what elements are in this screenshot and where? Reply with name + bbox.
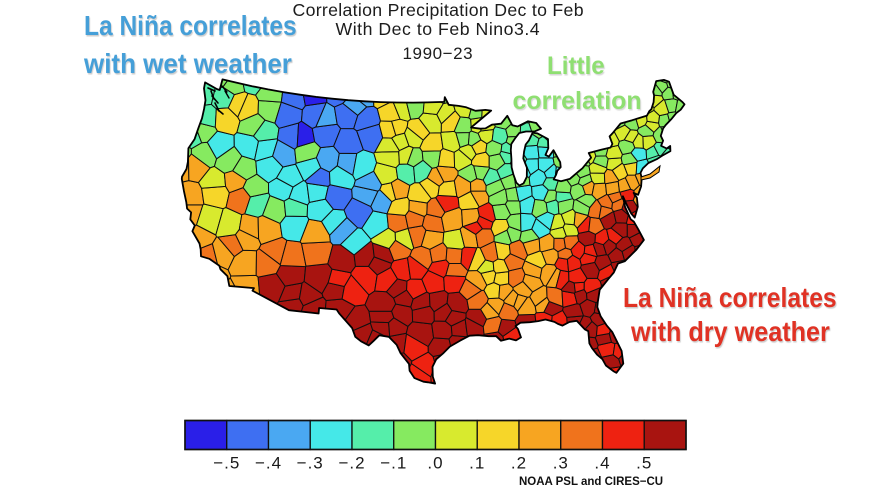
svg-text:−.3: −.3 — [297, 454, 324, 473]
svg-text:.5: .5 — [636, 454, 652, 473]
svg-text:.1: .1 — [469, 454, 485, 473]
svg-text:−.2: −.2 — [338, 454, 365, 473]
svg-text:−.1: −.1 — [380, 454, 407, 473]
svg-text:.3: .3 — [553, 454, 569, 473]
svg-text:−.4: −.4 — [255, 454, 282, 473]
svg-text:−.5: −.5 — [213, 454, 240, 473]
svg-text:.2: .2 — [511, 454, 527, 473]
svg-text:.4: .4 — [594, 454, 610, 473]
svg-text:.0: .0 — [427, 454, 443, 473]
